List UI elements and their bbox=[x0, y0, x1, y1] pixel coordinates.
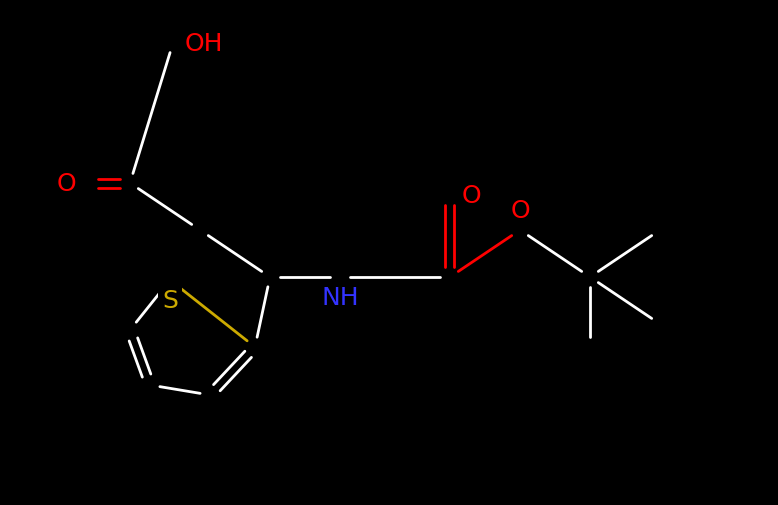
Text: OH: OH bbox=[185, 32, 223, 56]
Text: S: S bbox=[162, 288, 178, 313]
Text: O: O bbox=[56, 172, 76, 195]
Text: NH: NH bbox=[321, 285, 359, 310]
Text: O: O bbox=[462, 184, 482, 208]
Text: O: O bbox=[510, 198, 530, 223]
